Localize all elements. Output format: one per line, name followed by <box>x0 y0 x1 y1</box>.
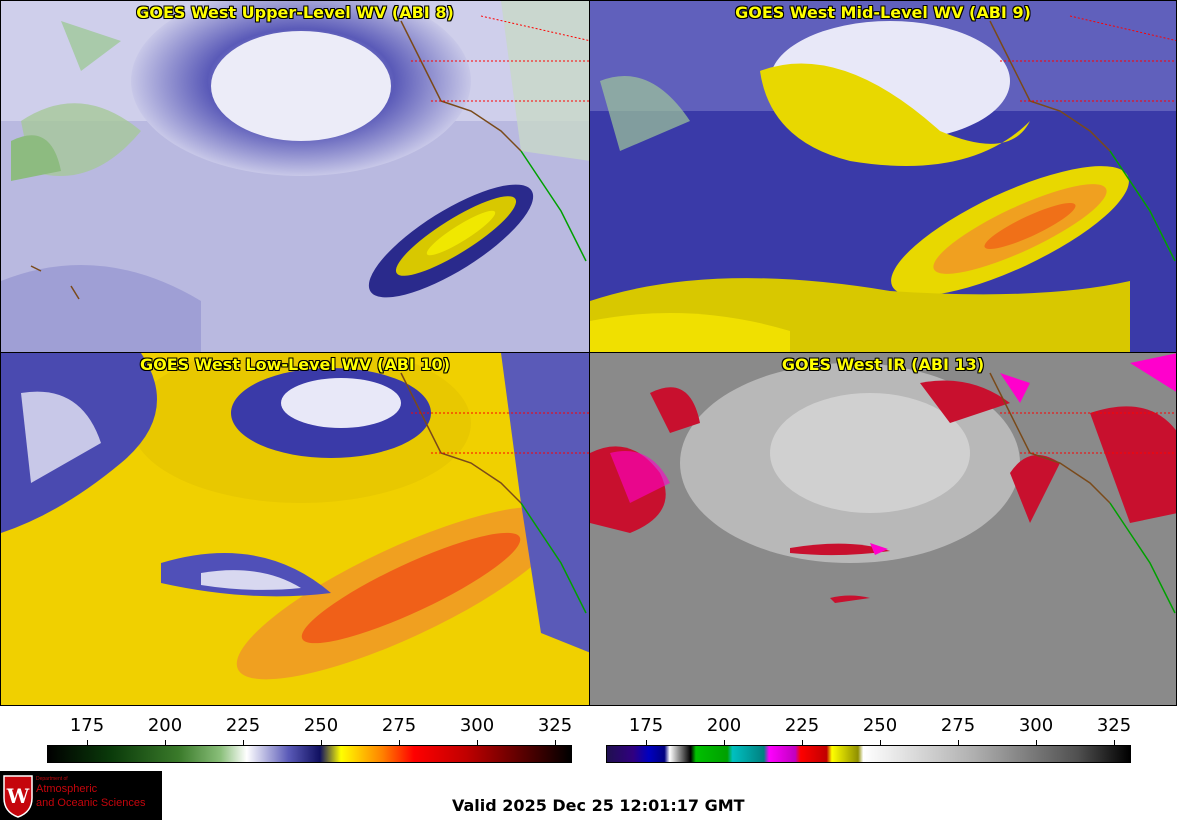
ir-tick-label: 225 <box>784 715 820 736</box>
panel-low-level-wv: GOES West Low-Level WV (ABI 10) <box>0 352 590 706</box>
ir-tick <box>958 740 959 746</box>
wv-tick-label: 225 <box>225 715 261 736</box>
wv-colorbar <box>47 745 572 763</box>
uw-crest-icon: W <box>3 775 33 818</box>
low-level-wv-image <box>1 353 589 705</box>
ir-tick <box>1036 740 1037 746</box>
ir-tick <box>802 740 803 746</box>
wv-tick-label: 275 <box>381 715 417 736</box>
wv-tick-label: 200 <box>147 715 183 736</box>
ir-tick <box>724 740 725 746</box>
ir-colorbar <box>606 745 1131 763</box>
wv-tick-label: 175 <box>69 715 105 736</box>
ir-tick <box>1114 740 1115 746</box>
wv-tick <box>87 740 88 746</box>
ir-tick-label: 300 <box>1018 715 1054 736</box>
panel-title: GOES West IR (ABI 13) <box>781 355 985 374</box>
ir-image <box>590 353 1176 705</box>
ir-tick-label: 275 <box>940 715 976 736</box>
ir-tick-label: 200 <box>706 715 742 736</box>
ir-tick-label: 250 <box>862 715 898 736</box>
logo-name-line-2: and Oceanic Sciences <box>36 797 146 809</box>
wv-tick <box>321 740 322 746</box>
wv-tick-label: 325 <box>537 715 573 736</box>
wv-tick <box>399 740 400 746</box>
ir-tick-label: 325 <box>1096 715 1132 736</box>
panel-mid-level-wv: GOES West Mid-Level WV (ABI 9) <box>589 0 1177 353</box>
panel-ir: GOES West IR (ABI 13) <box>589 352 1177 706</box>
ir-tick-label: 175 <box>628 715 664 736</box>
panel-title: GOES West Mid-Level WV (ABI 9) <box>735 3 1031 22</box>
wv-tick-label: 250 <box>303 715 339 736</box>
wv-tick-label: 300 <box>459 715 495 736</box>
valid-time: Valid 2025 Dec 25 12:01:17 GMT <box>452 796 745 815</box>
ir-tick <box>880 740 881 746</box>
wv-tick <box>555 740 556 746</box>
ir-tick <box>646 740 647 746</box>
wv-tick <box>165 740 166 746</box>
upper-level-wv-image <box>1 1 589 352</box>
wv-tick <box>243 740 244 746</box>
wv-tick <box>477 740 478 746</box>
svg-text:W: W <box>6 784 30 808</box>
panel-upper-level-wv: GOES West Upper-Level WV (ABI 8) <box>0 0 590 353</box>
panel-title: GOES West Low-Level WV (ABI 10) <box>139 355 450 374</box>
aos-logo: W Department of Atmospheric and Oceanic … <box>0 771 162 820</box>
mid-level-wv-image <box>590 1 1176 352</box>
logo-dept-line: Department of <box>36 776 68 782</box>
logo-name-line-1: Atmospheric <box>36 783 98 795</box>
panel-title: GOES West Upper-Level WV (ABI 8) <box>136 3 454 22</box>
